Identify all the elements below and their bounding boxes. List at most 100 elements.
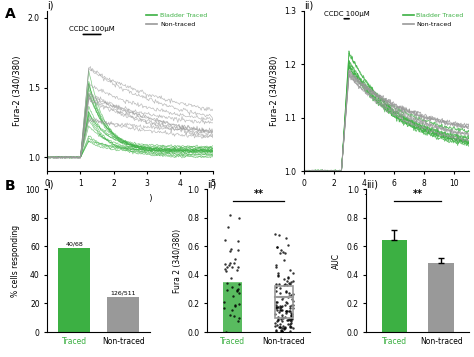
Point xyxy=(273,244,281,250)
Point xyxy=(284,294,292,300)
Text: iii): iii) xyxy=(366,179,378,189)
Point xyxy=(287,280,295,285)
Legend: Bladder Traced, Non-traced: Bladder Traced, Non-traced xyxy=(400,11,466,30)
Point xyxy=(226,260,233,266)
Point xyxy=(278,328,286,334)
Point xyxy=(285,281,293,286)
Point xyxy=(288,302,296,308)
Point xyxy=(220,300,228,305)
Point xyxy=(286,324,293,330)
Point xyxy=(278,326,286,331)
Point xyxy=(223,287,230,293)
Point xyxy=(231,313,238,319)
Point xyxy=(221,262,228,267)
Point xyxy=(288,311,296,317)
Bar xyxy=(108,297,139,332)
Point xyxy=(283,282,291,287)
Point xyxy=(286,308,293,314)
Point xyxy=(222,268,229,274)
Point xyxy=(277,304,284,310)
Point xyxy=(286,290,293,296)
Point xyxy=(272,302,280,308)
Point xyxy=(288,320,295,326)
Point xyxy=(278,314,285,320)
Point xyxy=(288,313,296,319)
Point xyxy=(275,232,283,238)
Point xyxy=(289,297,296,302)
Point xyxy=(277,308,285,313)
Point xyxy=(232,256,239,262)
Point xyxy=(288,318,295,324)
Point xyxy=(272,264,280,270)
Point xyxy=(223,281,230,286)
Point xyxy=(281,282,288,288)
Point xyxy=(281,257,288,263)
Point xyxy=(280,276,288,282)
Point xyxy=(275,309,283,315)
Point xyxy=(283,317,291,323)
Point xyxy=(272,288,280,294)
Point xyxy=(276,285,284,291)
Point xyxy=(277,290,284,296)
Point xyxy=(273,314,281,320)
Point xyxy=(282,325,289,330)
Point xyxy=(282,308,290,314)
Point xyxy=(273,271,281,276)
Point xyxy=(280,294,287,300)
Point xyxy=(220,305,228,311)
Point xyxy=(227,248,234,254)
Text: 126/511: 126/511 xyxy=(110,291,136,296)
Point xyxy=(286,303,294,309)
Point xyxy=(272,323,279,329)
Text: **: ** xyxy=(253,189,264,199)
Point xyxy=(283,308,291,314)
Bar xyxy=(275,286,293,318)
Point xyxy=(274,304,282,310)
Point xyxy=(234,288,241,294)
Point xyxy=(286,317,293,323)
Point xyxy=(276,324,284,330)
Point xyxy=(275,281,283,287)
Point xyxy=(286,267,293,273)
Point xyxy=(223,329,230,335)
Y-axis label: Fura-2 (340/380): Fura-2 (340/380) xyxy=(13,56,22,126)
Point xyxy=(227,275,235,281)
Point xyxy=(281,250,289,256)
Point xyxy=(274,272,282,278)
Point xyxy=(274,317,282,322)
Point xyxy=(227,246,235,251)
X-axis label: Time (min): Time (min) xyxy=(364,193,409,202)
Point xyxy=(272,327,280,333)
Text: i): i) xyxy=(47,179,54,189)
Point xyxy=(272,328,280,333)
Point xyxy=(285,317,292,323)
Point xyxy=(221,267,229,272)
Point xyxy=(280,315,287,321)
Point xyxy=(283,310,290,315)
Point xyxy=(289,278,296,284)
Text: ii): ii) xyxy=(304,1,313,11)
Point xyxy=(282,290,290,295)
Point xyxy=(284,275,292,280)
Point xyxy=(279,323,286,329)
Point xyxy=(228,285,236,290)
Point xyxy=(236,215,243,221)
Point xyxy=(229,293,237,299)
Point xyxy=(284,321,292,326)
Point xyxy=(287,328,294,334)
Point xyxy=(287,325,295,330)
Text: 40/68: 40/68 xyxy=(65,242,83,247)
Point xyxy=(272,304,280,310)
Point xyxy=(277,317,284,322)
Text: B: B xyxy=(5,178,15,192)
Point xyxy=(272,231,279,237)
Point xyxy=(278,296,286,302)
Point xyxy=(235,301,243,307)
Point xyxy=(290,270,297,276)
Y-axis label: Fura 2 (340/380): Fura 2 (340/380) xyxy=(173,228,182,293)
Text: CCDC 100μM: CCDC 100μM xyxy=(69,26,115,32)
Point xyxy=(289,306,297,311)
Point xyxy=(286,305,294,311)
Point xyxy=(272,284,279,290)
Point xyxy=(224,224,232,230)
